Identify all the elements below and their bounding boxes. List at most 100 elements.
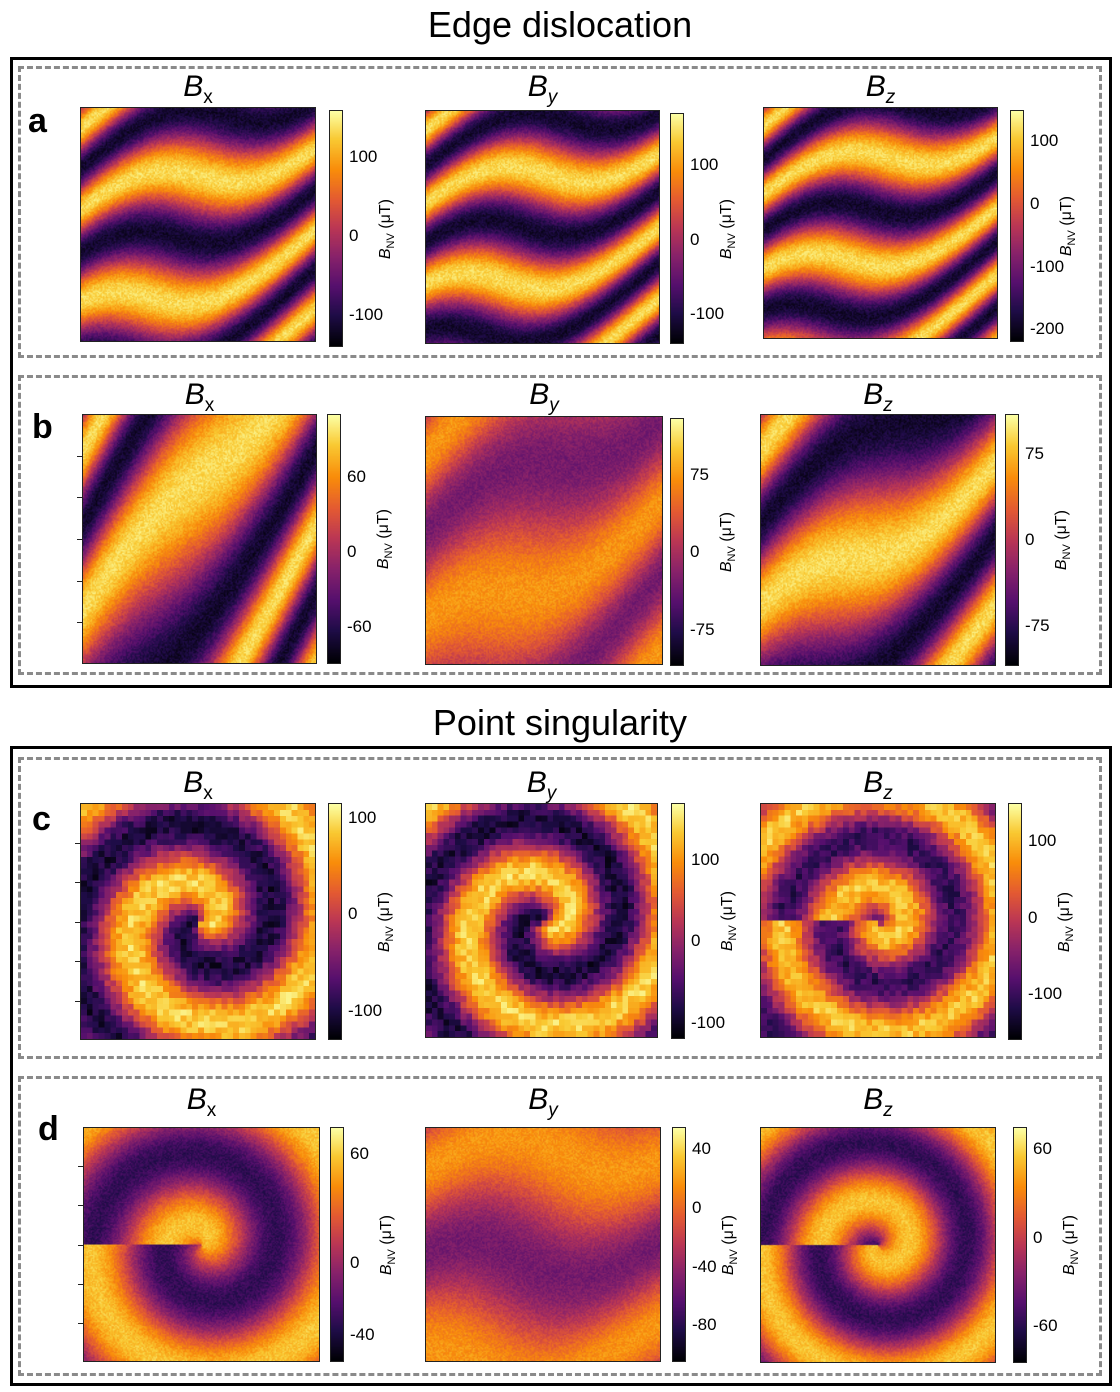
panel-c-label: c <box>32 800 51 838</box>
panel-a-colorbar-z <box>1010 110 1024 342</box>
panel-b-frame <box>18 375 1102 675</box>
panel-c-heatmap-y <box>425 803 658 1038</box>
panel-d-map-y-title: By <box>528 1083 558 1121</box>
panel-b-colorbar-x <box>327 414 341 664</box>
panel-b-colorbar-tick-label: -75 <box>1025 615 1050 635</box>
panel-b-axis-tick <box>77 539 82 540</box>
panel-c-frame <box>18 757 1102 1059</box>
panel-b-axis-tick <box>77 455 82 457</box>
point-singularity-title: Point singularity <box>432 702 688 743</box>
panel-d-colorbar-unit-z: BNV (μT) <box>1060 1215 1082 1276</box>
point-singularity-frame <box>10 746 1112 1386</box>
panel-c-axis-tick <box>75 842 80 844</box>
panel-c-colorbar-tick-label: -100 <box>691 1012 726 1032</box>
panel-d-colorbar-unit-x: BNV (μT) <box>377 1214 399 1275</box>
panel-a-colorbar-unit-z: BNV (μT) <box>1057 196 1079 257</box>
panel-c-colorbar-z <box>1008 803 1022 1040</box>
panel-c-colorbar-unit-y: BNV (μT) <box>718 891 740 952</box>
panel-b-colorbar-tick-label: -60 <box>347 616 372 636</box>
panel-b-colorbar-tick-label: 60 <box>347 466 366 486</box>
panel-c-axis-tick <box>75 1000 80 1002</box>
panel-b-axis-tick <box>77 580 82 582</box>
panel-d-colorbar-unit-y: BNV (μT) <box>719 1214 741 1275</box>
panel-a-label: a <box>28 102 47 140</box>
panel-b-map-z-title: Bz <box>863 378 893 416</box>
panel-c-axis-tick <box>75 921 80 923</box>
edge-dislocation-frame <box>10 57 1112 688</box>
panel-b-colorbar-tick-label: 75 <box>690 464 709 484</box>
panel-a-heatmap-y <box>425 110 660 344</box>
panel-a-heatmap-z <box>763 107 998 339</box>
panel-c-colorbar-unit-z: BNV (μT) <box>1055 891 1077 952</box>
panel-a-colorbar-tick-label: 0 <box>1030 194 1040 214</box>
panel-b-colorbar-y <box>670 418 684 666</box>
panel-d-map-z-title: Bz <box>863 1083 893 1121</box>
panel-b-colorbar-tick-label: 0 <box>690 542 700 562</box>
panel-c-colorbar-unit-x: BNV (μT) <box>375 891 397 952</box>
panel-b-map-y-title: By <box>529 378 559 416</box>
panel-b-colorbar-tick-label: -75 <box>690 619 715 639</box>
panel-c-colorbar-tick-label: 0 <box>691 931 701 951</box>
panel-c-axis-tick <box>75 882 80 883</box>
panel-d-colorbar-tick-label: 0 <box>350 1252 360 1272</box>
panel-a-colorbar-tick-label: -100 <box>349 305 384 325</box>
panel-b-heatmap-y <box>425 416 663 665</box>
panel-b-axis-tick <box>77 622 82 624</box>
panel-a-colorbar-tick-label: -100 <box>1030 256 1065 276</box>
panel-b-colorbar-z <box>1005 414 1019 666</box>
panel-c-colorbar-y <box>671 803 685 1039</box>
panel-a-colorbar-tick-label: 100 <box>349 147 378 167</box>
panel-a-colorbar-tick-label: -100 <box>690 304 725 324</box>
panel-a-map-z-title: Bz <box>865 70 896 108</box>
panel-d-label: d <box>38 1110 59 1148</box>
panel-d-axis-tick <box>78 1283 83 1285</box>
panel-a-colorbar-unit-y: BNV (μT) <box>717 198 739 259</box>
panel-d-colorbar-tick-label: 40 <box>692 1139 711 1159</box>
panel-d-axis-tick <box>78 1322 83 1324</box>
panel-c-colorbar-tick-label: -100 <box>348 1000 383 1020</box>
panel-d-axis-tick <box>78 1166 83 1168</box>
panel-c-colorbar-tick-label: 100 <box>348 807 377 827</box>
panel-a-colorbar-x <box>329 110 343 347</box>
panel-d-colorbar-y <box>672 1127 686 1362</box>
panel-c-colorbar-tick-label: 100 <box>1028 831 1057 851</box>
panel-c-heatmap-z <box>760 803 996 1038</box>
panel-c-map-x-title: Bx <box>183 766 213 804</box>
panel-d-colorbar-tick-label: -60 <box>1033 1316 1058 1336</box>
panel-a-colorbar-tick-label: 0 <box>349 226 359 246</box>
panel-d-heatmap-z <box>760 1127 996 1363</box>
panel-b-heatmap-z <box>760 414 996 666</box>
panel-c-colorbar-tick-label: 100 <box>691 849 720 869</box>
panel-d-colorbar-tick-label: -40 <box>692 1256 717 1276</box>
panel-a-colorbar-y <box>670 113 684 344</box>
panel-d-frame <box>18 1076 1102 1376</box>
panel-a-heatmap-x <box>80 107 316 342</box>
panel-d-colorbar-tick-label: -80 <box>692 1315 717 1335</box>
panel-d-axis-tick <box>78 1244 83 1246</box>
panel-b-map-x-title: Bx <box>184 378 215 416</box>
panel-c-axis-tick <box>75 961 80 962</box>
panel-d-colorbar-tick-label: 60 <box>350 1144 369 1164</box>
panel-d-heatmap-x <box>83 1127 320 1362</box>
panel-a-map-y-title: By <box>527 70 558 108</box>
panel-b-label: b <box>32 408 53 446</box>
panel-c-colorbar-tick-label: 0 <box>1028 907 1038 927</box>
panel-b-colorbar-tick-label: 75 <box>1025 444 1044 464</box>
panel-b-axis-tick <box>77 497 82 499</box>
panel-d-colorbar-tick-label: 0 <box>692 1197 702 1217</box>
panel-d-axis-tick <box>78 1205 83 1207</box>
panel-c-heatmap-x <box>80 803 316 1040</box>
panel-a-frame <box>18 66 1102 358</box>
panel-d-colorbar-tick-label: -40 <box>350 1324 375 1344</box>
panel-d-colorbar-x <box>330 1127 344 1362</box>
panel-b-colorbar-unit-x: BNV (μT) <box>374 509 396 570</box>
panel-c-map-y-title: By <box>526 766 557 804</box>
panel-a-colorbar-tick-label: 100 <box>1030 131 1059 151</box>
panel-d-colorbar-z <box>1013 1127 1027 1363</box>
panel-c-map-z-title: Bz <box>863 766 893 804</box>
panel-d-map-x-title: Bx <box>186 1083 217 1121</box>
panel-d-colorbar-tick-label: 60 <box>1033 1139 1052 1159</box>
panel-d-heatmap-y <box>425 1127 661 1362</box>
panel-c-colorbar-tick-label: -100 <box>1028 984 1063 1004</box>
panel-c-colorbar-tick-label: 0 <box>348 904 358 924</box>
